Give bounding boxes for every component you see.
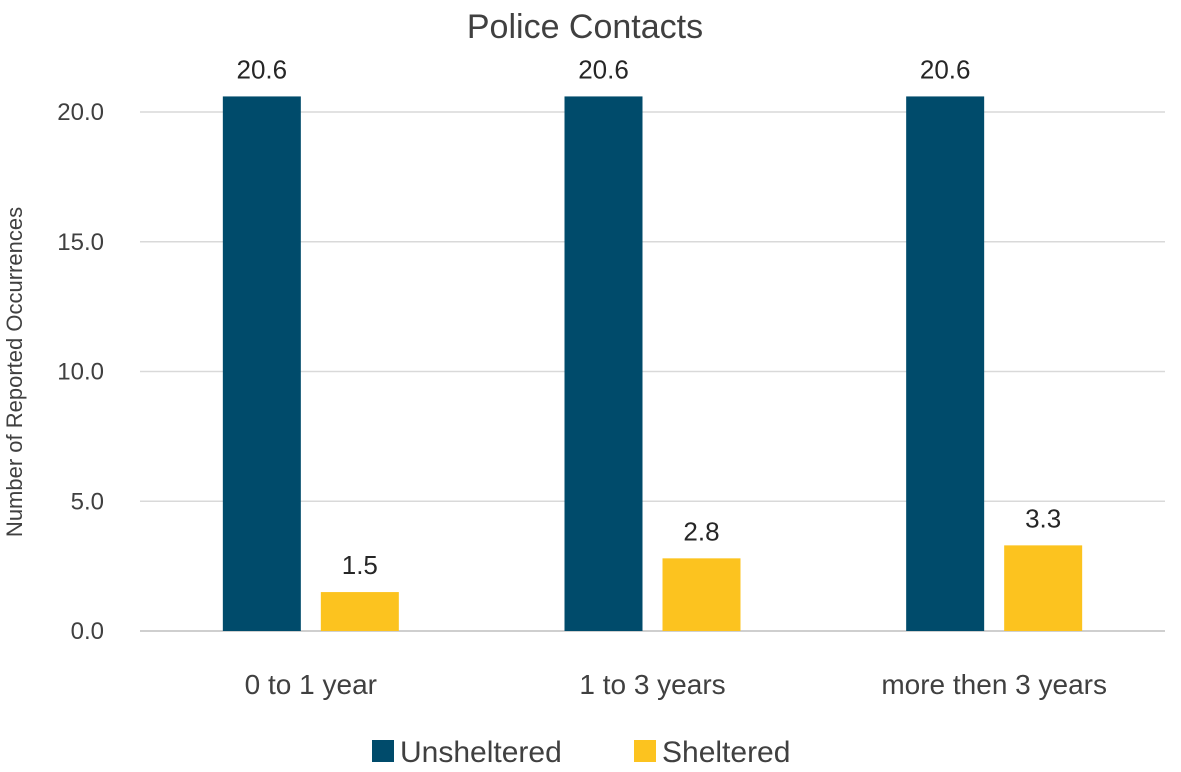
y-tick-label: 5.0	[71, 488, 104, 515]
data-labels: 20.6 1.5 20.6 2.8 20.6 3.3	[237, 54, 1062, 580]
x-category-label: 0 to 1 year	[245, 669, 377, 700]
y-axis-label: Number of Reported Occurrences	[2, 207, 27, 537]
bar-sheltered-1	[662, 558, 741, 631]
x-category-label: 1 to 3 years	[579, 669, 725, 700]
legend-swatch-sheltered	[634, 740, 656, 762]
data-label: 20.6	[920, 54, 971, 84]
bar-sheltered-0	[320, 592, 399, 631]
y-axis-ticks: 0.0 5.0 10.0 15.0 20.0	[57, 99, 104, 645]
chart-title: Police Contacts	[467, 8, 703, 46]
legend-swatch-unsheltered	[372, 740, 394, 762]
legend-label-sheltered: Sheltered	[662, 736, 790, 769]
bars	[222, 96, 1083, 632]
legend: Unsheltered Sheltered	[372, 736, 790, 769]
data-label: 20.6	[578, 54, 629, 84]
bar-unsheltered-2	[906, 96, 985, 632]
data-label: 1.5	[342, 550, 378, 580]
y-tick-label: 0.0	[71, 618, 104, 645]
bar-sheltered-2	[1004, 545, 1083, 631]
y-tick-label: 20.0	[57, 99, 104, 126]
data-label: 3.3	[1025, 503, 1061, 533]
x-axis-categories: 0 to 1 year 1 to 3 years more then 3 years	[245, 669, 1107, 700]
bar-unsheltered-1	[564, 96, 643, 632]
legend-label-unsheltered: Unsheltered	[400, 736, 562, 769]
y-tick-label: 10.0	[57, 359, 104, 386]
gridlines	[140, 111, 1165, 632]
data-label: 2.8	[683, 516, 719, 546]
bar-unsheltered-0	[222, 96, 301, 632]
x-category-label: more then 3 years	[881, 669, 1107, 700]
data-label: 20.6	[237, 54, 288, 84]
y-tick-label: 15.0	[57, 229, 104, 256]
